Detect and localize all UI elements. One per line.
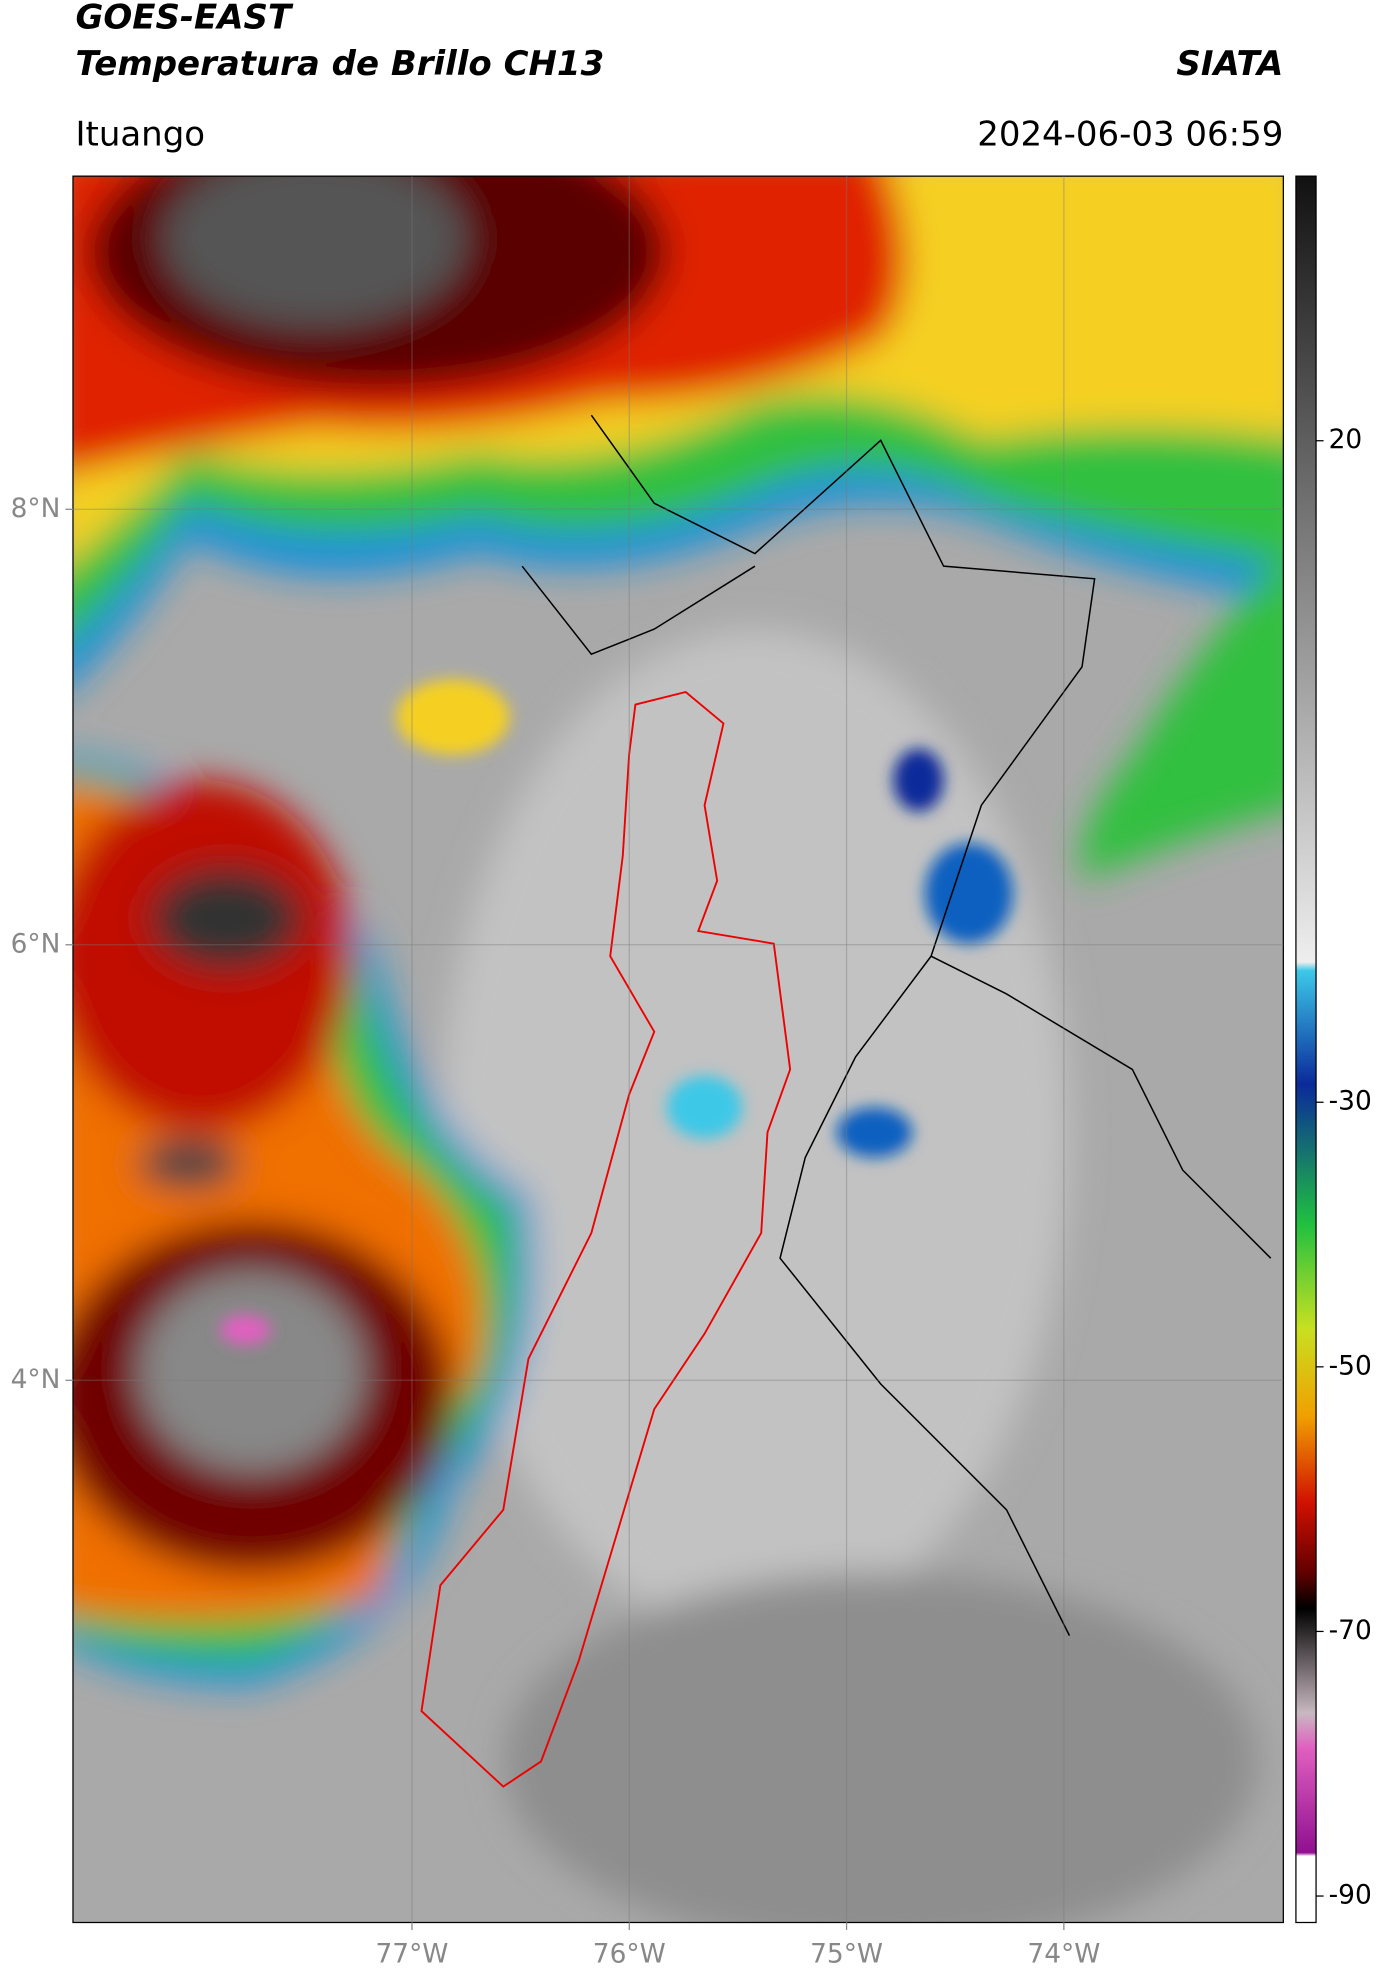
location: Ituango xyxy=(75,114,205,154)
datetime: 2024-06-03 06:59 xyxy=(977,114,1283,154)
title: GOES-EAST xyxy=(75,0,293,37)
colorbar-tick-label: -50 xyxy=(1329,1350,1372,1381)
colorbar-tick-label: 20 xyxy=(1329,424,1363,455)
subtitle: Temperatura de Brillo CH13 xyxy=(75,44,604,84)
agency: SIATA xyxy=(1176,44,1283,84)
x-tick-label: 76°W xyxy=(593,1939,666,1970)
y-tick-label: 6°N xyxy=(11,928,61,959)
y-tick-label: 4°N xyxy=(11,1364,61,1395)
colorbar-tick-label: -30 xyxy=(1329,1086,1372,1117)
satellite-image xyxy=(72,176,1284,1923)
y-tick-label: 8°N xyxy=(11,493,61,524)
colorbar-tick-label: -70 xyxy=(1329,1615,1372,1646)
x-tick-label: 74°W xyxy=(1027,1939,1100,1970)
map-frame xyxy=(72,175,1284,1924)
x-tick-label: 75°W xyxy=(810,1939,883,1970)
x-tick-label: 77°W xyxy=(376,1939,449,1970)
colorbar xyxy=(1295,175,1317,1924)
colorbar-tick-label: -90 xyxy=(1329,1880,1372,1911)
